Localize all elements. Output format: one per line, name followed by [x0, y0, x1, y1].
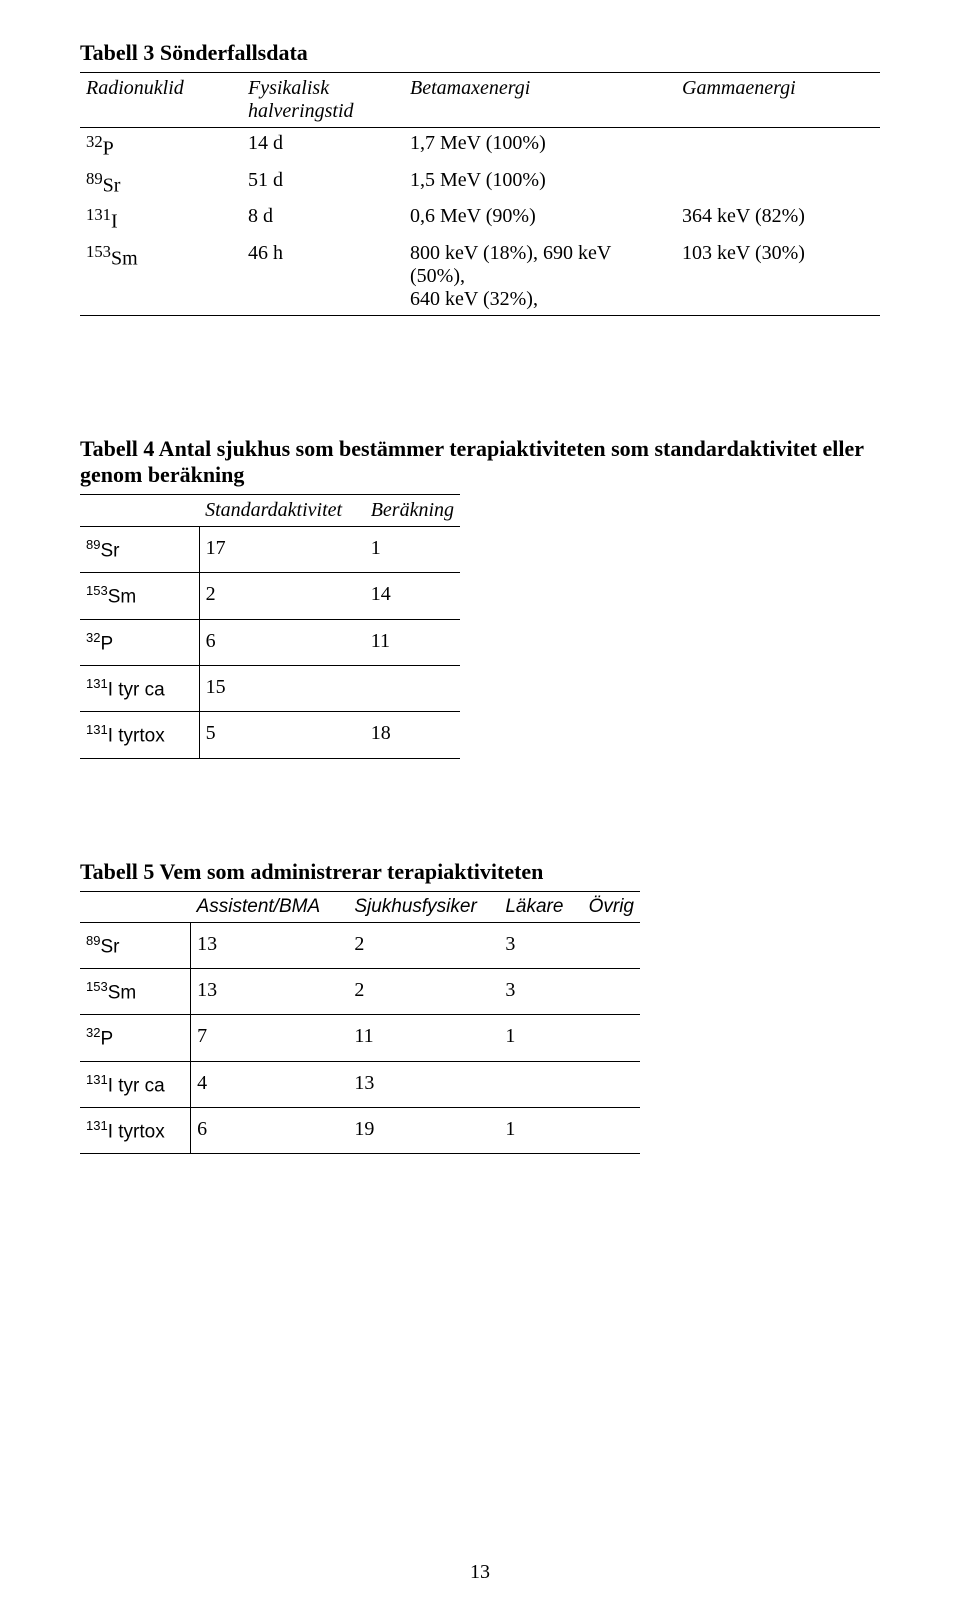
nuclide-cell: 89Sr	[80, 526, 199, 572]
doctor-cell: 1	[499, 1015, 582, 1061]
table3-title: Tabell 3 Sönderfallsdata	[80, 40, 880, 66]
gamma-cell: 364 keV (82%)	[676, 201, 880, 238]
nuclide-cell: 89Sr	[80, 165, 242, 202]
table5: Assistent/BMA Sjukhusfysiker Läkare Övri…	[80, 891, 640, 1155]
table-row: 89Sr 51 d 1,5 MeV (100%)	[80, 165, 880, 202]
table5-h2: Assistent/BMA	[191, 891, 349, 922]
phys-cell: 2	[348, 968, 499, 1014]
gamma-cell	[676, 165, 880, 202]
table5-h4: Läkare	[499, 891, 582, 922]
table-row: 131I 8 d 0,6 MeV (90%) 364 keV (82%)	[80, 201, 880, 238]
table5-title: Tabell 5 Vem som administrerar terapiakt…	[80, 859, 880, 885]
beta-cell: 0,6 MeV (90%)	[404, 201, 676, 238]
nuclide-cell: 89Sr	[80, 922, 191, 968]
beta-cell: 1,5 MeV (100%)	[404, 165, 676, 202]
halflife-cell: 51 d	[242, 165, 404, 202]
calc-cell: 11	[365, 619, 460, 665]
table4-h3: Beräkning	[365, 494, 460, 526]
nuclide-cell: 32P	[80, 1015, 191, 1061]
table5-header-row: Assistent/BMA Sjukhusfysiker Läkare Övri…	[80, 891, 640, 922]
calc-cell: 1	[365, 526, 460, 572]
gamma-cell: 103 keV (30%)	[676, 238, 880, 316]
assist-cell: 4	[191, 1061, 349, 1107]
table3: Radionuklid Fysikaliskhalveringstid Beta…	[80, 72, 880, 316]
phys-cell: 2	[348, 922, 499, 968]
table-row: 131I tyr ca 15	[80, 665, 460, 711]
gamma-cell	[676, 128, 880, 165]
halflife-cell: 46 h	[242, 238, 404, 316]
document-page: Tabell 3 Sönderfallsdata Radionuklid Fys…	[0, 0, 960, 1612]
other-cell	[583, 922, 640, 968]
table-row: 131I tyr ca 4 13	[80, 1061, 640, 1107]
table5-h5: Övrig	[583, 891, 640, 922]
table-row: 89Sr 17 1	[80, 526, 460, 572]
phys-cell: 13	[348, 1061, 499, 1107]
std-cell: 15	[199, 665, 365, 711]
table-row: 89Sr 13 2 3	[80, 922, 640, 968]
nuclide-cell: 131I tyrtox	[80, 712, 199, 758]
table4-h1	[80, 494, 199, 526]
table-row: 32P 14 d 1,7 MeV (100%)	[80, 128, 880, 165]
nuclide-cell: 32P	[80, 619, 199, 665]
assist-cell: 6	[191, 1107, 349, 1153]
table-row: 131I tyrtox 6 19 1	[80, 1107, 640, 1153]
assist-cell: 13	[191, 968, 349, 1014]
table-row: 32P 6 11	[80, 619, 460, 665]
std-cell: 5	[199, 712, 365, 758]
std-cell: 2	[199, 573, 365, 619]
table3-h4: Gammaenergi	[676, 73, 880, 128]
table4-header-row: Standardaktivitet Beräkning	[80, 494, 460, 526]
table-row: 32P 7 11 1	[80, 1015, 640, 1061]
std-cell: 6	[199, 619, 365, 665]
nuclide-cell: 32P	[80, 128, 242, 165]
table4: Standardaktivitet Beräkning 89Sr 17 1 15…	[80, 494, 460, 759]
nuclide-cell: 153Sm	[80, 238, 242, 316]
beta-cell: 1,7 MeV (100%)	[404, 128, 676, 165]
table4-title: Tabell 4 Antal sjukhus som bestämmer ter…	[80, 436, 880, 488]
table4-h2: Standardaktivitet	[199, 494, 365, 526]
assist-cell: 7	[191, 1015, 349, 1061]
phys-cell: 11	[348, 1015, 499, 1061]
table-row: 153Sm 46 h 800 keV (18%), 690 keV (50%),…	[80, 238, 880, 316]
phys-cell: 19	[348, 1107, 499, 1153]
nuclide-cell: 131I tyr ca	[80, 665, 199, 711]
calc-cell: 18	[365, 712, 460, 758]
doctor-cell: 1	[499, 1107, 582, 1153]
other-cell	[583, 1107, 640, 1153]
other-cell	[583, 968, 640, 1014]
doctor-cell: 3	[499, 968, 582, 1014]
table3-h1: Radionuklid	[80, 73, 242, 128]
calc-cell: 14	[365, 573, 460, 619]
std-cell: 17	[199, 526, 365, 572]
nuclide-cell: 131I	[80, 201, 242, 238]
assist-cell: 13	[191, 922, 349, 968]
beta-cell: 800 keV (18%), 690 keV (50%),640 keV (32…	[404, 238, 676, 316]
halflife-cell: 8 d	[242, 201, 404, 238]
table-row: 131I tyrtox 5 18	[80, 712, 460, 758]
table3-h3: Betamaxenergi	[404, 73, 676, 128]
other-cell	[583, 1015, 640, 1061]
halflife-cell: 14 d	[242, 128, 404, 165]
nuclide-cell: 153Sm	[80, 573, 199, 619]
nuclide-cell: 153Sm	[80, 968, 191, 1014]
other-cell	[583, 1061, 640, 1107]
doctor-cell	[499, 1061, 582, 1107]
table5-h1	[80, 891, 191, 922]
table5-h3: Sjukhusfysiker	[348, 891, 499, 922]
calc-cell	[365, 665, 460, 711]
table-row: 153Sm 13 2 3	[80, 968, 640, 1014]
table-row: 153Sm 2 14	[80, 573, 460, 619]
table3-h2: Fysikaliskhalveringstid	[242, 73, 404, 128]
nuclide-cell: 131I tyrtox	[80, 1107, 191, 1153]
page-number: 13	[0, 1561, 960, 1584]
table3-header-row: Radionuklid Fysikaliskhalveringstid Beta…	[80, 73, 880, 128]
nuclide-cell: 131I tyr ca	[80, 1061, 191, 1107]
doctor-cell: 3	[499, 922, 582, 968]
